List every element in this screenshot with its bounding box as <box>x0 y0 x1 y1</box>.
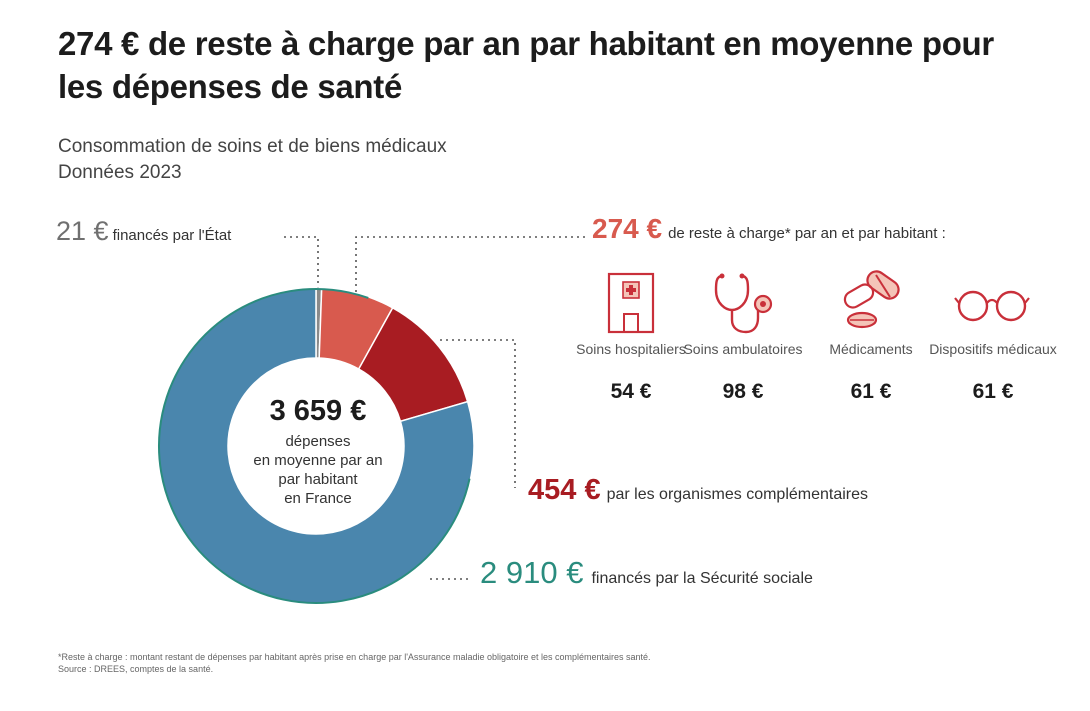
page-subtitle: Consommation de soins et de biens médica… <box>58 134 447 186</box>
breakdown-amount: 54 € <box>610 380 652 403</box>
etat-value: 21 € <box>56 216 109 246</box>
securite-sociale-value: 2 910 € <box>480 555 584 590</box>
breakdown-item-soins-hospitaliers: Soins hospitaliers 54 € <box>566 270 696 404</box>
subtitle-line-2: Données 2023 <box>58 162 182 183</box>
pills-icon <box>843 270 900 329</box>
label-etat: 21 € financés par l'État <box>56 216 231 247</box>
donut-slices <box>157 287 475 605</box>
glasses-icon <box>954 290 1030 322</box>
breakdown-name: Soins ambulatoires <box>683 341 803 357</box>
label-reste-a-charge: 274 € de reste à charge* par an et par ha… <box>592 213 946 245</box>
organismes-value: 454 € <box>528 474 601 506</box>
etat-text: financés par l'État <box>112 227 232 244</box>
total-value: 3 659 € <box>269 395 367 427</box>
donut-hole <box>228 358 404 534</box>
leader-organismes <box>440 339 516 488</box>
breakdown-name: Médicaments <box>829 341 913 357</box>
reste-a-charge-text: de reste à charge* par an et par habitan… <box>668 225 946 242</box>
breakdown-amount: 61 € <box>850 380 892 403</box>
page-title: 274 € de reste à charge par an par habit… <box>58 25 994 105</box>
breakdown-item-medicaments: Médicaments 61 € <box>806 270 936 404</box>
breakdown-amount: 61 € <box>972 380 1014 403</box>
securite-sociale-text: financés par la Sécurité sociale <box>591 570 813 587</box>
breakdown-item-soins-ambulatoires: Soins ambulatoires 98 € <box>678 270 808 404</box>
breakdown-item-dispositifs-medicaux: Dispositifs médicaux 61 € <box>928 270 1058 404</box>
subtitle-line-1: Consommation de soins et de biens médica… <box>58 136 447 157</box>
total-label-line-3: par habitant <box>278 471 358 488</box>
leader-reste-a-charge <box>355 236 585 292</box>
hospital-icon <box>607 272 655 334</box>
total-label-line-1: dépenses <box>285 433 351 450</box>
reste-a-charge-value: 274 € <box>592 213 663 244</box>
label-securite-sociale: 2 910 € financés par la Sécurité sociale <box>480 555 813 591</box>
leader-etat <box>284 236 319 296</box>
donut-center-label: 3 659 € dépenses en moyenne par an par h… <box>218 395 418 508</box>
total-label-line-4: en France <box>284 490 352 507</box>
stethoscope-icon <box>714 273 773 334</box>
total-label-line-2: en moyenne par an <box>253 452 383 469</box>
footnote-source: Source : DREES, comptes de la santé. <box>58 664 214 674</box>
breakdown-amount: 98 € <box>722 380 764 403</box>
footnote: *Reste à charge : montant restant de dép… <box>58 651 1038 675</box>
leader-lines <box>284 236 585 580</box>
organismes-text: par les organismes complémentaires <box>606 486 869 503</box>
label-organismes: 454 € par les organismes complémentaires <box>528 474 868 507</box>
footnote-line-1: *Reste à charge : montant restant de dép… <box>58 652 651 662</box>
breakdown-name: Dispositifs médicaux <box>929 341 1057 357</box>
breakdown-name: Soins hospitaliers <box>576 341 686 357</box>
